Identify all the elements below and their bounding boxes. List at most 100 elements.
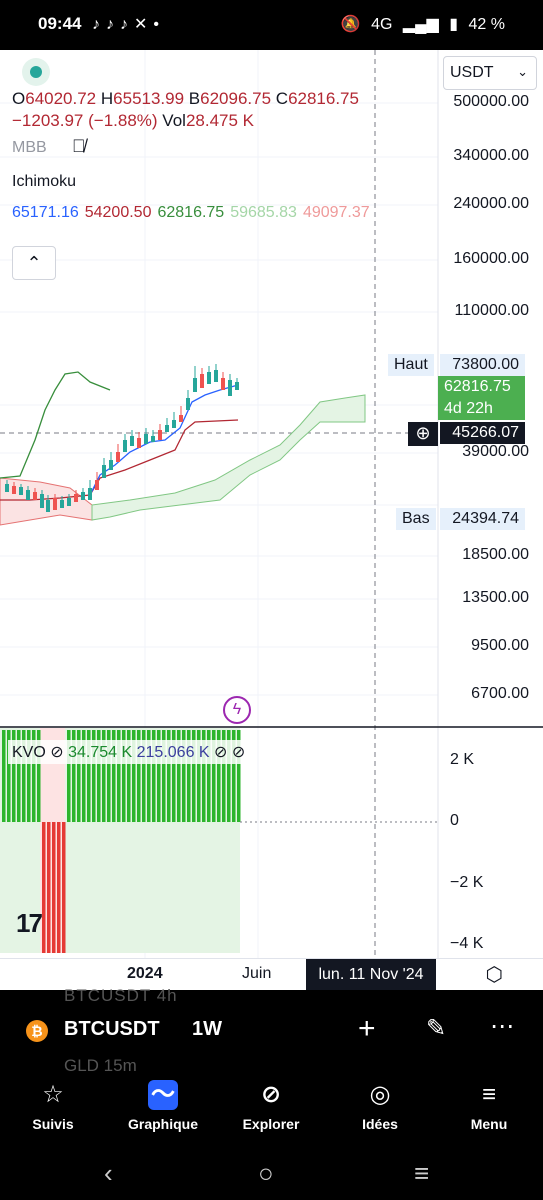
drawing-pen-icon[interactable]: ✎ [426, 1015, 447, 1042]
time-label-year: 2024 [127, 965, 163, 982]
kvo-bar [82, 730, 86, 822]
tab-suivis[interactable]: ☆ Suivis [8, 1080, 98, 1132]
chart-canvas[interactable] [0, 50, 543, 958]
mbb-indicator-label[interactable]: MBB [12, 139, 47, 156]
kvo-axis-label: 2 K [450, 751, 475, 768]
high-tag-label: Haut [388, 354, 434, 376]
kvo-bar [7, 730, 11, 822]
candle-body [74, 494, 78, 502]
candle-body [207, 372, 211, 384]
kvo-bar [22, 730, 26, 822]
candle-body [200, 374, 204, 388]
kvo-bar [157, 730, 161, 822]
tab-label: Suivis [32, 1116, 74, 1132]
tab-menu[interactable]: ≡ Menu [444, 1080, 534, 1132]
candle-body [26, 490, 30, 500]
chart-settings-icon[interactable]: ⬡ [485, 964, 503, 986]
candle-body [67, 498, 71, 506]
kvo-bar [122, 730, 126, 822]
ichimoku-kijun [0, 419, 239, 501]
symbol-toolbar[interactable]: ₿ BTCUSDT 1W + ✎ ⋯ [0, 1008, 543, 1054]
notification-icons: ♪♪♪✕• [92, 16, 166, 33]
chart-area[interactable]: O64020.72 H65513.99 B62096.75 C 62816.75 … [0, 50, 543, 958]
kvo-bar [97, 730, 101, 822]
bottom-panel: BTCUSDT 4h ₿ BTCUSDT 1W + ✎ ⋯ GLD 15m ☆ S… [0, 986, 543, 1200]
price-axis-label: 340000.00 [453, 147, 529, 164]
add-symbol-plus-icon[interactable]: + [358, 1012, 376, 1045]
kvo-bar [162, 730, 166, 822]
tab-explorer[interactable]: ⊘ Explorer [226, 1080, 316, 1132]
kvo-name: KVO [12, 744, 46, 761]
kvo-bar [137, 730, 141, 822]
kvo-bar [52, 822, 56, 953]
kvo-bar [87, 730, 91, 822]
ghost-symbol-bottom: GLD 15m [64, 1056, 137, 1075]
ichimoku-value: 49097.37 [302, 204, 370, 221]
ichimoku-cloud-green [91, 394, 366, 521]
candle-body [12, 486, 16, 494]
candle-body [19, 487, 23, 495]
candle-body [172, 420, 176, 428]
candle-body [102, 465, 106, 478]
kvo-legend[interactable]: KVO ⊘ 34.754 K 215.066 K ⊘ ⊘ [8, 740, 250, 764]
kvo-bar [112, 730, 116, 822]
timeframe-button[interactable]: 1W [192, 1018, 222, 1040]
candle-body [46, 500, 50, 512]
volume-value: 28.475 K [185, 111, 254, 130]
candles [5, 364, 239, 512]
kvo-bar [207, 730, 211, 822]
mute-icon: 🔕 [340, 16, 361, 33]
kvo-value-2: 215.066 K [136, 744, 210, 761]
currency-select[interactable]: USDT ⌄ [443, 56, 537, 90]
candle-body [88, 488, 92, 500]
ghost-symbol-top: BTCUSDT 4h [64, 986, 178, 1005]
symbol-name[interactable]: BTCUSDT [64, 1018, 160, 1040]
kvo-bar [12, 730, 16, 822]
price-axis-label: 18500.00 [462, 546, 529, 563]
tab-graphique[interactable]: 〜 Graphique [118, 1080, 208, 1132]
ichimoku-tenkan [89, 384, 239, 496]
candle-body [235, 382, 239, 390]
kvo-bar [2, 730, 6, 822]
hidden-param-icon: ⊘ ⊘ [214, 744, 246, 761]
ichimoku-value: 54200.50 [84, 204, 152, 221]
market-status-dot[interactable] [22, 58, 50, 86]
kvo-bar [222, 730, 226, 822]
add-alert-plus-icon[interactable]: ⊕ [408, 422, 438, 446]
kvo-bar [92, 730, 96, 822]
kvo-value-1: 34.754 K [68, 744, 133, 761]
signal-bars-icon: ▂▄▆ [402, 16, 439, 33]
candle-body [116, 452, 120, 462]
price-axis-label: 9500.00 [471, 637, 529, 654]
back-icon[interactable]: ‹ [104, 1158, 113, 1188]
signal-label: 4G [371, 16, 393, 33]
time-label-month: Juin [242, 965, 272, 982]
ichimoku-value: 59685.83 [230, 204, 297, 221]
kvo-axis-label: −2 K [450, 874, 484, 891]
ichimoku-values: 65171.16 54200.50 62816.75 59685.83 49097.37 [12, 202, 432, 224]
kvo-bar [57, 822, 61, 953]
kvo-axis-label: −4 K [450, 935, 484, 952]
recents-icon[interactable]: ≡ [414, 1158, 430, 1188]
candle-body [214, 370, 218, 382]
more-options-icon[interactable]: ⋯ [490, 1013, 515, 1040]
high-tag-value: 73800.00 [440, 354, 525, 376]
status-bar: 09:44 ♪♪♪✕• 🔕 4G ▂▄▆ ▮ 42 % [0, 0, 543, 50]
time-axis[interactable]: 2024 Juin lun. 11 Nov '24 ⬡ [0, 958, 543, 990]
flash-icon[interactable]: ϟ [223, 696, 251, 724]
home-icon[interactable]: ○ [258, 1158, 274, 1188]
ichimoku-title[interactable]: Ichimoku [12, 173, 77, 190]
candle-body [33, 492, 37, 500]
candle-body [144, 434, 148, 444]
tab-idées[interactable]: ◎ Idées [335, 1080, 425, 1132]
eye-off-icon[interactable]: 👁̸ [72, 136, 86, 156]
high-label: H [100, 89, 114, 108]
kvo-bar [172, 730, 176, 822]
battery-icon: ▮ [449, 16, 459, 33]
kvo-bar [127, 730, 131, 822]
collapse-legend-button[interactable]: ⌃ [12, 246, 56, 280]
menu-icon: ≡ [481, 1081, 496, 1108]
kvo-bar [62, 822, 66, 953]
kvo-bar [47, 822, 51, 953]
kvo-bar [237, 730, 241, 822]
